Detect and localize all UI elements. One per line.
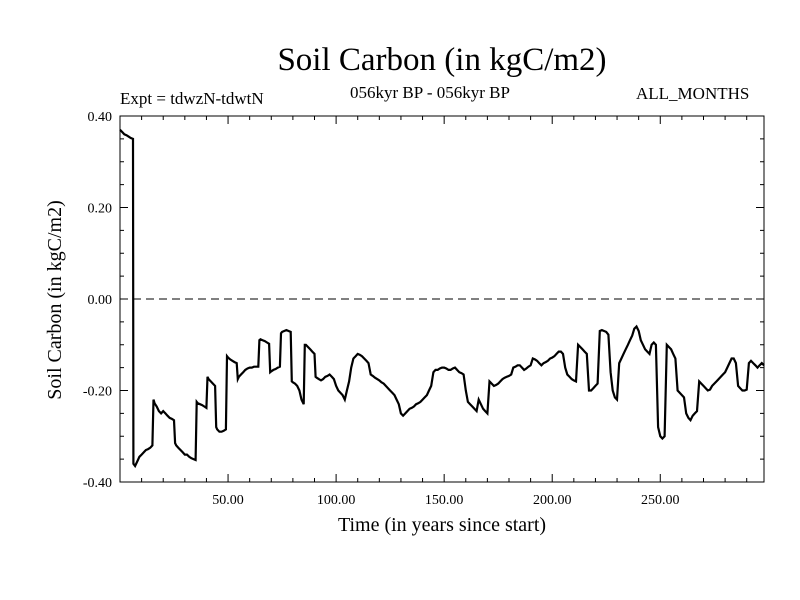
experiment-label: Expt = tdwzN-tdwtN [120, 89, 264, 108]
x-tick-label: 250.00 [641, 493, 680, 508]
soil-carbon-series-line [119, 128, 765, 469]
plot-frame [119, 115, 765, 483]
months-label: ALL_MONTHS [636, 84, 750, 103]
y-tick-label: 0.20 [88, 202, 113, 217]
y-tick-label: -0.40 [83, 476, 112, 491]
x-tick-label: 150.00 [425, 493, 464, 508]
y-tick-label: 0.00 [88, 293, 113, 308]
x-tick-label: 50.00 [212, 493, 244, 508]
x-axis-title: Time (in years since start) [338, 514, 546, 536]
y-axis-title: Soil Carbon (in kgC/m2) [44, 200, 66, 399]
tick-labels: 50.00 100.00 150.00 200.00 250.00 -0.40 -0.20 0… [83, 110, 680, 508]
y-tick-label: 0.40 [88, 110, 113, 125]
x-tick-label: 100.00 [317, 493, 356, 508]
period-label: 056kyr BP - 056kyr BP [350, 83, 510, 102]
chart-title: Soil Carbon (in kgC/m2) [277, 42, 607, 78]
y-tick-label: -0.20 [83, 385, 112, 400]
x-tick-label: 200.00 [533, 493, 572, 508]
